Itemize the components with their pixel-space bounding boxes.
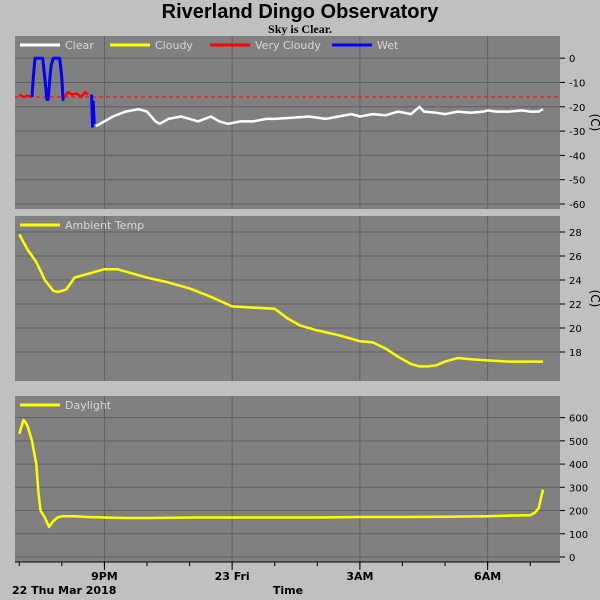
panel-3-ytick-label: 500: [569, 437, 588, 448]
panel-1-ytick-label: -30: [569, 127, 585, 138]
panel-1-ytick-label: -50: [569, 176, 585, 187]
x-tick-label: 3AM: [346, 570, 373, 583]
panel-1-background: [15, 36, 560, 209]
panel-2-ytick-label: 22: [569, 300, 582, 311]
panel-3-ytick-label: 0: [569, 553, 575, 564]
panel-3-ytick-label: 300: [569, 483, 588, 494]
panel-3-ytick-label: 400: [569, 460, 588, 471]
panel-3-background: [15, 396, 560, 562]
panel-2-ytick-label: 18: [569, 348, 582, 359]
legend-label-clear: Clear: [65, 39, 94, 52]
series-line-very-cloudy: [18, 93, 33, 99]
x-tick-label: 6AM: [474, 570, 501, 583]
panel-2-ytick-label: 24: [569, 276, 582, 287]
panel-2-ytick-label: 26: [569, 252, 582, 263]
date-label: 22 Thu Mar 2018: [12, 584, 116, 597]
series-line-wet: [90, 94, 96, 128]
series-line-daylight: [18, 418, 545, 529]
panel-1-ytick-label: 0: [569, 54, 575, 65]
panel-1-ytick-label: -20: [569, 103, 585, 114]
panel-2-background: [15, 216, 560, 381]
x-tick-label: 9PM: [91, 570, 118, 583]
panel-2-ylabel: (C): [588, 290, 600, 308]
panel-1-ytick-label: -40: [569, 151, 585, 162]
chart-title: Riverland Dingo Observatory: [161, 1, 439, 23]
legend-label-very-cloudy: Very Cloudy: [255, 39, 321, 52]
panel-2-ytick-label: 20: [569, 324, 582, 335]
x-tick-label: 23 Fri: [215, 570, 250, 583]
legend-label-ambient-temp: Ambient Temp: [65, 219, 144, 232]
panel-1-ytick-label: -60: [569, 200, 585, 211]
legend-label-daylight: Daylight: [65, 399, 112, 412]
panel-2-ytick-label: 28: [569, 228, 582, 239]
panel-1-ytick-label: -10: [569, 78, 585, 89]
legend-label-cloudy: Cloudy: [155, 39, 193, 52]
x-axis-title: Time: [273, 584, 303, 597]
legend-label-wet: Wet: [377, 39, 399, 52]
panel-3-ytick-label: 200: [569, 507, 588, 518]
chart-subtitle: Sky is Clear.: [268, 22, 332, 36]
panel-3-ytick-label: 100: [569, 530, 588, 541]
panel-1-ylabel: (C): [588, 114, 600, 132]
series-line-clear: [95, 105, 544, 128]
series-line-very-cloudy: [63, 90, 89, 99]
panel-3-ytick-label: 600: [569, 414, 588, 425]
series-line-ambient-temp: [18, 233, 543, 368]
series-line-wet: [30, 56, 65, 101]
